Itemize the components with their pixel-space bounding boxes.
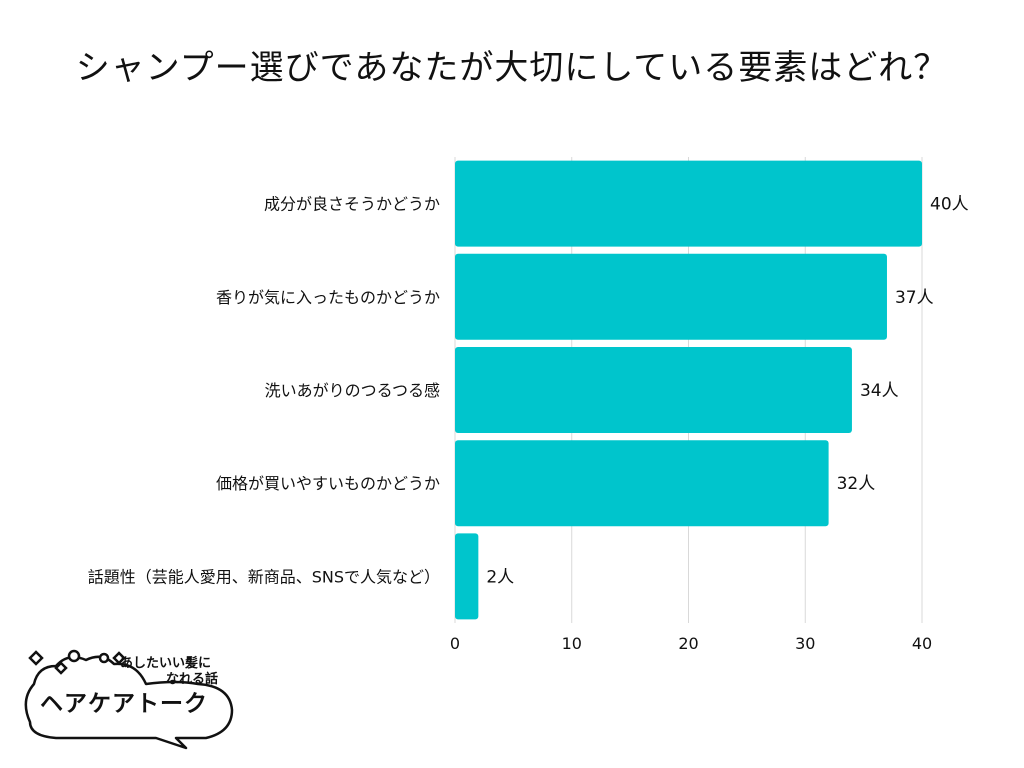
category-label: 話題性（芸能人愛用、新商品、SNSで人気など） <box>88 567 440 586</box>
logo-cloud-icon <box>24 649 234 750</box>
bar <box>455 440 829 527</box>
bar <box>455 347 852 433</box>
bar <box>455 253 887 340</box>
logo-tagline-2: なれる話 <box>166 672 219 687</box>
x-tick-label: 10 <box>562 634 582 653</box>
data-label: 37人 <box>895 288 934 308</box>
data-label: 34人 <box>860 381 899 401</box>
bar <box>455 160 922 247</box>
data-label: 2人 <box>486 567 514 587</box>
category-label: 洗いあがりのつるつる感 <box>265 381 440 400</box>
logo-tagline-1: あしたいい髪に <box>120 656 212 671</box>
x-tick-label: 40 <box>912 634 932 653</box>
bar <box>455 533 479 620</box>
data-label: 40人 <box>930 195 969 215</box>
category-label: 成分が良さそうかどうか <box>264 195 440 214</box>
brand-logo: あしたいい髪に なれる話 ヘアケアトーク <box>16 640 246 750</box>
data-label: 32人 <box>837 474 876 494</box>
x-tick-label: 30 <box>795 634 815 653</box>
chart-title: シャンプー選びであなたが大切にしている要素はどれ？ <box>75 48 949 88</box>
category-label: 香りが気に入ったものかどうか <box>216 288 440 307</box>
logo-name: ヘアケアトーク <box>40 691 208 717</box>
x-tick-label: 0 <box>450 634 460 653</box>
x-tick-label: 20 <box>678 634 698 653</box>
category-label: 価格が買いやすいものかどうか <box>216 474 440 493</box>
